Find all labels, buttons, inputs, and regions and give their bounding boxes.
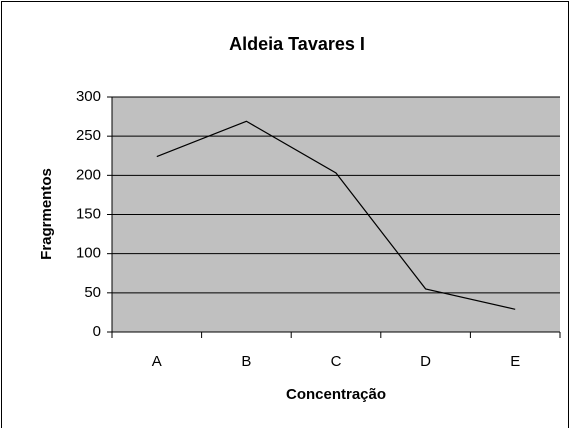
y-tick-label: 200 (76, 166, 101, 183)
x-tick-label: B (241, 353, 251, 370)
x-tick-label: A (152, 353, 162, 370)
x-tick-label: C (331, 353, 342, 370)
y-axis-title: Fragrmentos (38, 168, 55, 260)
x-tick-label: E (510, 353, 520, 370)
y-tick-label: 250 (76, 127, 101, 144)
y-tick-label: 50 (84, 284, 101, 301)
x-tick-label: D (420, 353, 431, 370)
x-axis-title: Concentração (286, 386, 386, 403)
y-tick-label: 300 (76, 88, 101, 105)
y-tick-label: 0 (93, 323, 101, 340)
line-series (156, 120, 516, 310)
y-tick-label: 100 (76, 245, 101, 262)
y-tick-label: 150 (76, 205, 101, 222)
chart-title: Aldeia Tavares I (229, 34, 365, 54)
